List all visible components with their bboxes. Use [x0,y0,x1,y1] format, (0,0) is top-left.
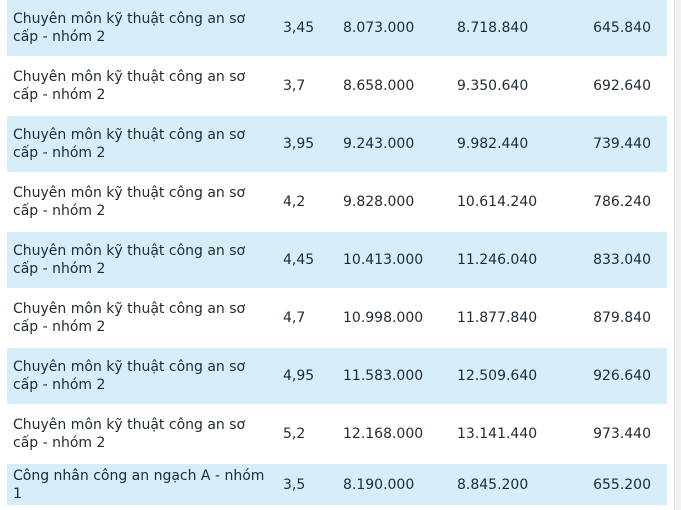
coefficient-cell: 4,7 [277,289,337,348]
new-salary-cell: 10.614.240 [451,173,563,232]
page-scroll-edge [674,0,681,510]
current-salary-cell: 9.828.000 [337,173,451,232]
coefficient-cell: 4,95 [277,347,337,406]
current-salary-cell: 8.658.000 [337,57,451,116]
rank-name-cell: Chuyên môn kỹ thuật công an sơ cấp - nhó… [7,173,277,232]
new-salary-cell: 13.141.440 [451,405,563,464]
table-row: Chuyên môn kỹ thuật công an sơ cấp - nhó… [7,173,667,232]
increase-cell: 655.200 [563,463,667,507]
table-row: Chuyên môn kỹ thuật công an sơ cấp - nhó… [7,289,667,348]
coefficient-cell: 3,5 [277,463,337,507]
table-row: Chuyên môn kỹ thuật công an sơ cấp - nhó… [7,115,667,174]
new-salary-cell: 8.845.200 [451,463,563,507]
new-salary-cell: 12.509.640 [451,347,563,406]
salary-table-container: Chuyên môn kỹ thuật công an sơ cấp - nhó… [7,0,667,507]
current-salary-cell: 8.190.000 [337,463,451,507]
rank-name-cell: Công nhân công an ngạch A - nhóm 1 [7,463,277,507]
rank-name-cell: Chuyên môn kỹ thuật công an sơ cấp - nhó… [7,0,277,58]
increase-cell: 833.040 [563,231,667,290]
rank-name-cell: Chuyên môn kỹ thuật công an sơ cấp - nhó… [7,347,277,406]
table-row: Công nhân công an ngạch A - nhóm 1 3,5 8… [7,463,667,507]
increase-cell: 973.440 [563,405,667,464]
current-salary-cell: 10.413.000 [337,231,451,290]
coefficient-cell: 3,95 [277,115,337,174]
rank-name-cell: Chuyên môn kỹ thuật công an sơ cấp - nhó… [7,115,277,174]
table-row: Chuyên môn kỹ thuật công an sơ cấp - nhó… [7,57,667,116]
coefficient-cell: 4,2 [277,173,337,232]
coefficient-cell: 3,7 [277,57,337,116]
new-salary-cell: 8.718.840 [451,0,563,58]
rank-name-cell: Chuyên môn kỹ thuật công an sơ cấp - nhó… [7,289,277,348]
increase-cell: 645.840 [563,0,667,58]
current-salary-cell: 12.168.000 [337,405,451,464]
table-row: Chuyên môn kỹ thuật công an sơ cấp - nhó… [7,0,667,58]
table-row: Chuyên môn kỹ thuật công an sơ cấp - nhó… [7,347,667,406]
new-salary-cell: 9.982.440 [451,115,563,174]
table-row: Chuyên môn kỹ thuật công an sơ cấp - nhó… [7,405,667,464]
coefficient-cell: 5,2 [277,405,337,464]
current-salary-cell: 9.243.000 [337,115,451,174]
current-salary-cell: 8.073.000 [337,0,451,58]
increase-cell: 926.640 [563,347,667,406]
new-salary-cell: 11.246.040 [451,231,563,290]
new-salary-cell: 11.877.840 [451,289,563,348]
coefficient-cell: 3,45 [277,0,337,58]
table-row: Chuyên môn kỹ thuật công an sơ cấp - nhó… [7,231,667,290]
salary-table: Chuyên môn kỹ thuật công an sơ cấp - nhó… [7,0,667,507]
current-salary-cell: 11.583.000 [337,347,451,406]
rank-name-cell: Chuyên môn kỹ thuật công an sơ cấp - nhó… [7,405,277,464]
new-salary-cell: 9.350.640 [451,57,563,116]
increase-cell: 786.240 [563,173,667,232]
increase-cell: 739.440 [563,115,667,174]
coefficient-cell: 4,45 [277,231,337,290]
increase-cell: 692.640 [563,57,667,116]
current-salary-cell: 10.998.000 [337,289,451,348]
increase-cell: 879.840 [563,289,667,348]
rank-name-cell: Chuyên môn kỹ thuật công an sơ cấp - nhó… [7,231,277,290]
rank-name-cell: Chuyên môn kỹ thuật công an sơ cấp - nhó… [7,57,277,116]
